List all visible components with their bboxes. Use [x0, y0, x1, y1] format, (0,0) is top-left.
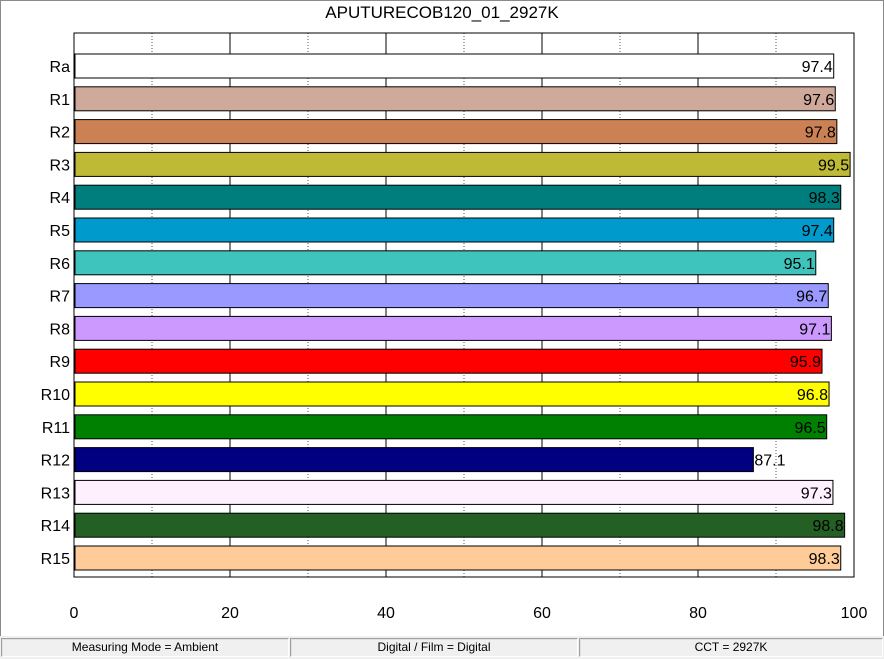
bar-r11 [74, 414, 828, 440]
category-label-r11: R11 [42, 420, 70, 437]
bar-r3 [74, 151, 851, 177]
category-label-r6: R6 [50, 256, 71, 273]
value-label-r6: 95.1 [784, 256, 815, 273]
category-label-r7: R7 [50, 289, 71, 306]
value-label-r1: 97.6 [803, 92, 834, 109]
status-bar: Measuring Mode = Ambient Digital / Film … [0, 636, 884, 659]
category-label-r5: R5 [50, 223, 71, 240]
status-cct: CCT = 2927K [579, 638, 883, 657]
bar-r8 [74, 315, 832, 341]
status-digital-film: Digital / Film = Digital [290, 638, 578, 657]
value-label-r14: 98.8 [812, 518, 843, 535]
category-label-r12: R12 [41, 453, 70, 470]
bar-r14 [74, 512, 846, 538]
value-label-r7: 96.7 [796, 289, 827, 306]
value-label-r8: 97.1 [799, 321, 830, 338]
value-label-r3: 99.5 [818, 157, 849, 174]
bar-chart: Ra R1 R2 R3 R4 R5 R6 R7 R8 R9 R10 R11 R12 R13 R14 R15 9… [41, 32, 868, 622]
x-tick-80: 80 [689, 605, 707, 622]
value-label-r11: 96.5 [795, 420, 826, 437]
status-measuring-mode: Measuring Mode = Ambient [1, 638, 289, 657]
value-label-r13: 97.3 [801, 485, 832, 502]
category-label-r4: R4 [50, 190, 71, 207]
x-tick-20: 20 [221, 605, 239, 622]
x-tick-100: 100 [841, 605, 868, 622]
value-label-r2: 97.8 [805, 125, 836, 142]
x-tick-60: 60 [533, 605, 551, 622]
value-label-r15: 98.3 [809, 551, 840, 568]
category-label-r1: R1 [50, 92, 71, 109]
value-labels: 97.4 97.6 97.8 99.5 98.3 97.4 95.1 96.7 97.1 95.9… [754, 59, 849, 568]
bar-r12 [74, 447, 754, 473]
bars [74, 53, 851, 571]
bar-r13 [74, 479, 834, 505]
category-label-r2: R2 [50, 125, 71, 142]
category-label-r10: R10 [41, 387, 70, 404]
category-label-ra: Ra [50, 59, 71, 76]
value-label-r10: 96.8 [797, 387, 828, 404]
category-labels: Ra R1 R2 R3 R4 R5 R6 R7 R8 R9 R10 R11 R12 R13 R14 R15 [41, 59, 70, 568]
bar-ra [74, 53, 835, 79]
x-tick-40: 40 [377, 605, 395, 622]
category-label-r14: R14 [41, 518, 70, 535]
value-label-r12: 87.1 [754, 453, 785, 470]
x-tick-0: 0 [70, 605, 79, 622]
bar-r10 [74, 381, 830, 407]
bar-r2 [74, 119, 838, 145]
value-label-r9: 95.9 [790, 354, 821, 371]
plot-area [73, 32, 855, 578]
category-label-r13: R13 [41, 485, 70, 502]
x-tick-labels: 0 20 40 60 80 100 [70, 605, 868, 622]
bar-r15 [74, 545, 842, 571]
bar-r5 [74, 217, 835, 243]
category-label-r15: R15 [41, 551, 70, 568]
chart-title: APUTURECOB120_01_2927K [325, 3, 559, 22]
bar-r7 [74, 283, 829, 309]
bar-r9 [74, 348, 823, 374]
value-label-r4: 98.3 [809, 190, 840, 207]
bar-r6 [74, 250, 817, 276]
category-label-r3: R3 [50, 157, 71, 174]
value-label-ra: 97.4 [802, 59, 833, 76]
bar-r1 [74, 86, 836, 112]
bar-r4 [74, 184, 842, 210]
category-label-r8: R8 [50, 321, 71, 338]
category-label-r9: R9 [50, 354, 71, 371]
value-label-r5: 97.4 [802, 223, 833, 240]
